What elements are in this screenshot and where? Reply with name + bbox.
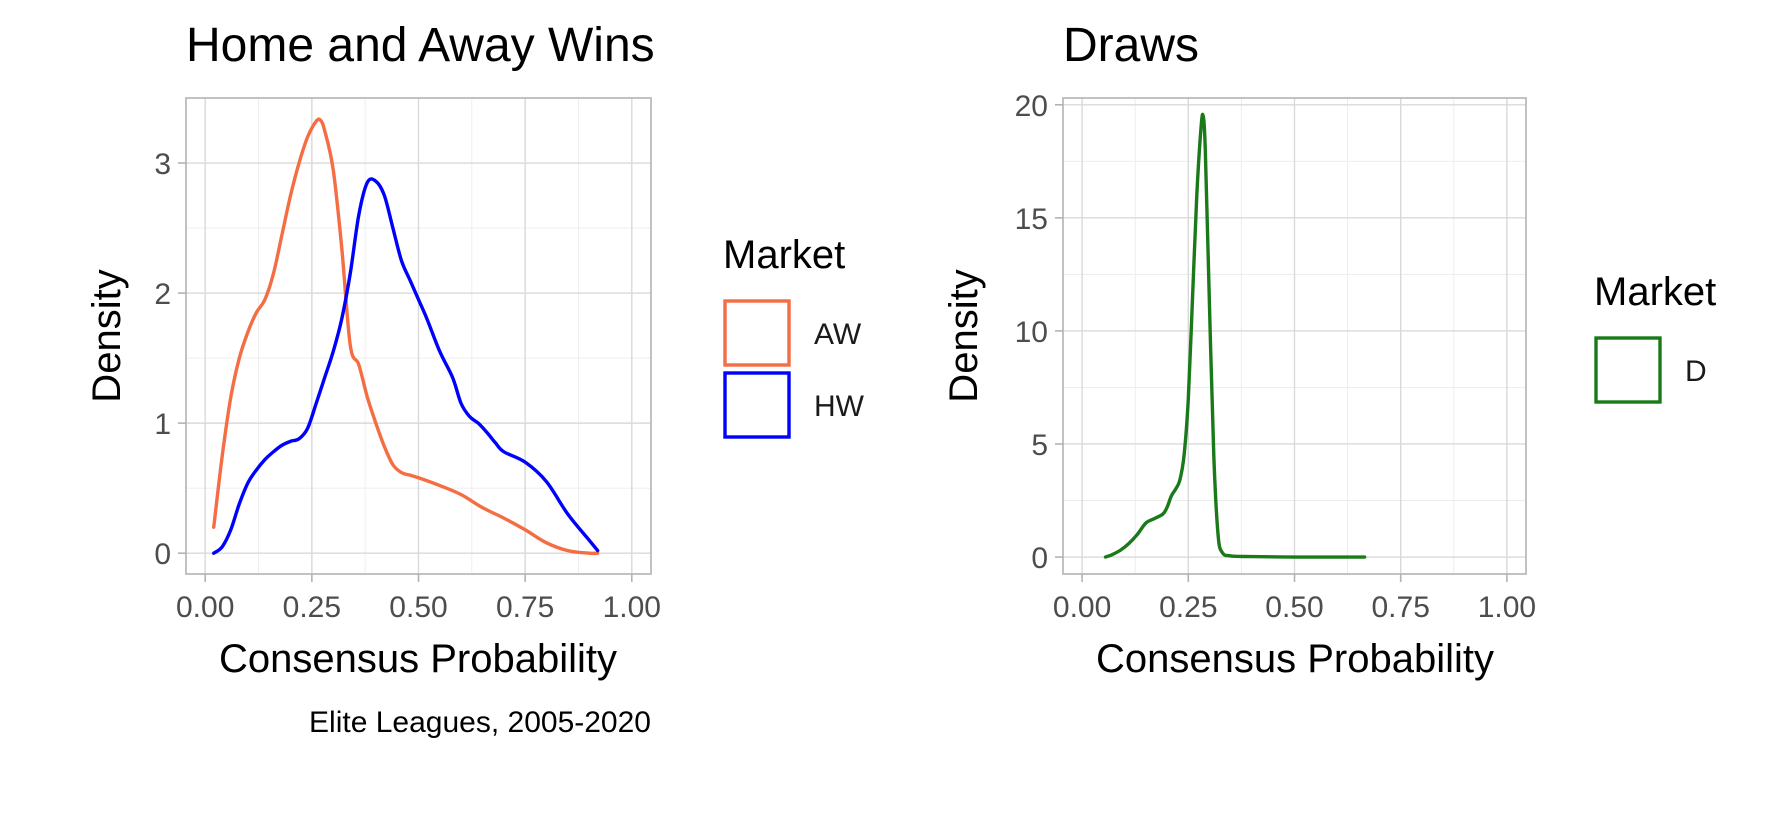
chart-title: Home and Away Wins <box>186 19 655 72</box>
series-lines <box>212 117 600 556</box>
x-tick-label: 0.25 <box>1159 591 1217 624</box>
y-axis-title: Density <box>942 269 986 402</box>
x-tick-label: 0.75 <box>1371 591 1429 624</box>
x-tick-label: 0.00 <box>176 591 234 624</box>
y-tick-label: 20 <box>1015 90 1048 123</box>
legend: Market D <box>1594 270 1716 404</box>
y-tick-label: 1 <box>154 408 171 441</box>
chart-draws: Draws 0.00 0.25 0.50 0.75 1.00 0 5 10 15 20 Conse… <box>942 19 1716 681</box>
y-tick-label: 5 <box>1031 429 1048 462</box>
legend-title: Market <box>1594 270 1716 314</box>
legend-key-d <box>1594 336 1662 404</box>
legend-label-hw: HW <box>814 390 865 423</box>
axis-ticks: 0.00 0.25 0.50 0.75 1.00 0 1 2 3 <box>154 148 661 624</box>
grid <box>1063 98 1526 574</box>
y-tick-label: 2 <box>154 278 171 311</box>
x-tick-label: 0.25 <box>283 591 341 624</box>
chart-title: Draws <box>1063 19 1199 72</box>
axis-ticks: 0.00 0.25 0.50 0.75 1.00 0 5 10 15 20 <box>1015 90 1536 624</box>
y-axis-title: Density <box>85 269 129 402</box>
x-tick-label: 1.00 <box>603 591 661 624</box>
series-line-aw <box>212 117 600 556</box>
x-tick-label: 1.00 <box>1478 591 1536 624</box>
x-tick-label: 0.75 <box>496 591 554 624</box>
x-axis-title: Consensus Probability <box>1096 637 1494 681</box>
legend-label-aw: AW <box>814 318 862 351</box>
legend-key-hw <box>723 371 791 439</box>
chart-home-away-wins: Home and Away Wins 0.00 0.25 0.50 0.75 1.000… <box>85 19 865 681</box>
caption: Elite Leagues, 2005-2020 <box>309 706 651 739</box>
grid <box>186 98 651 574</box>
x-tick-label: 0.50 <box>389 591 447 624</box>
legend-title: Market <box>723 233 845 277</box>
x-tick-label: 0.50 <box>1265 591 1323 624</box>
y-tick-label: 3 <box>154 148 171 181</box>
legend: Market AW HW <box>723 233 865 439</box>
legend-label-d: D <box>1685 355 1707 388</box>
series-line-hw <box>212 177 600 555</box>
x-axis-title: Consensus Probability <box>219 637 617 681</box>
legend-key-aw <box>723 299 791 367</box>
y-tick-label: 0 <box>1031 542 1048 575</box>
y-tick-label: 15 <box>1015 203 1048 236</box>
series-lines <box>1103 112 1367 559</box>
y-tick-label: 0 <box>154 538 171 571</box>
y-tick-label: 10 <box>1015 316 1048 349</box>
series-line-d <box>1103 112 1367 559</box>
x-tick-label: 0.00 <box>1053 591 1111 624</box>
